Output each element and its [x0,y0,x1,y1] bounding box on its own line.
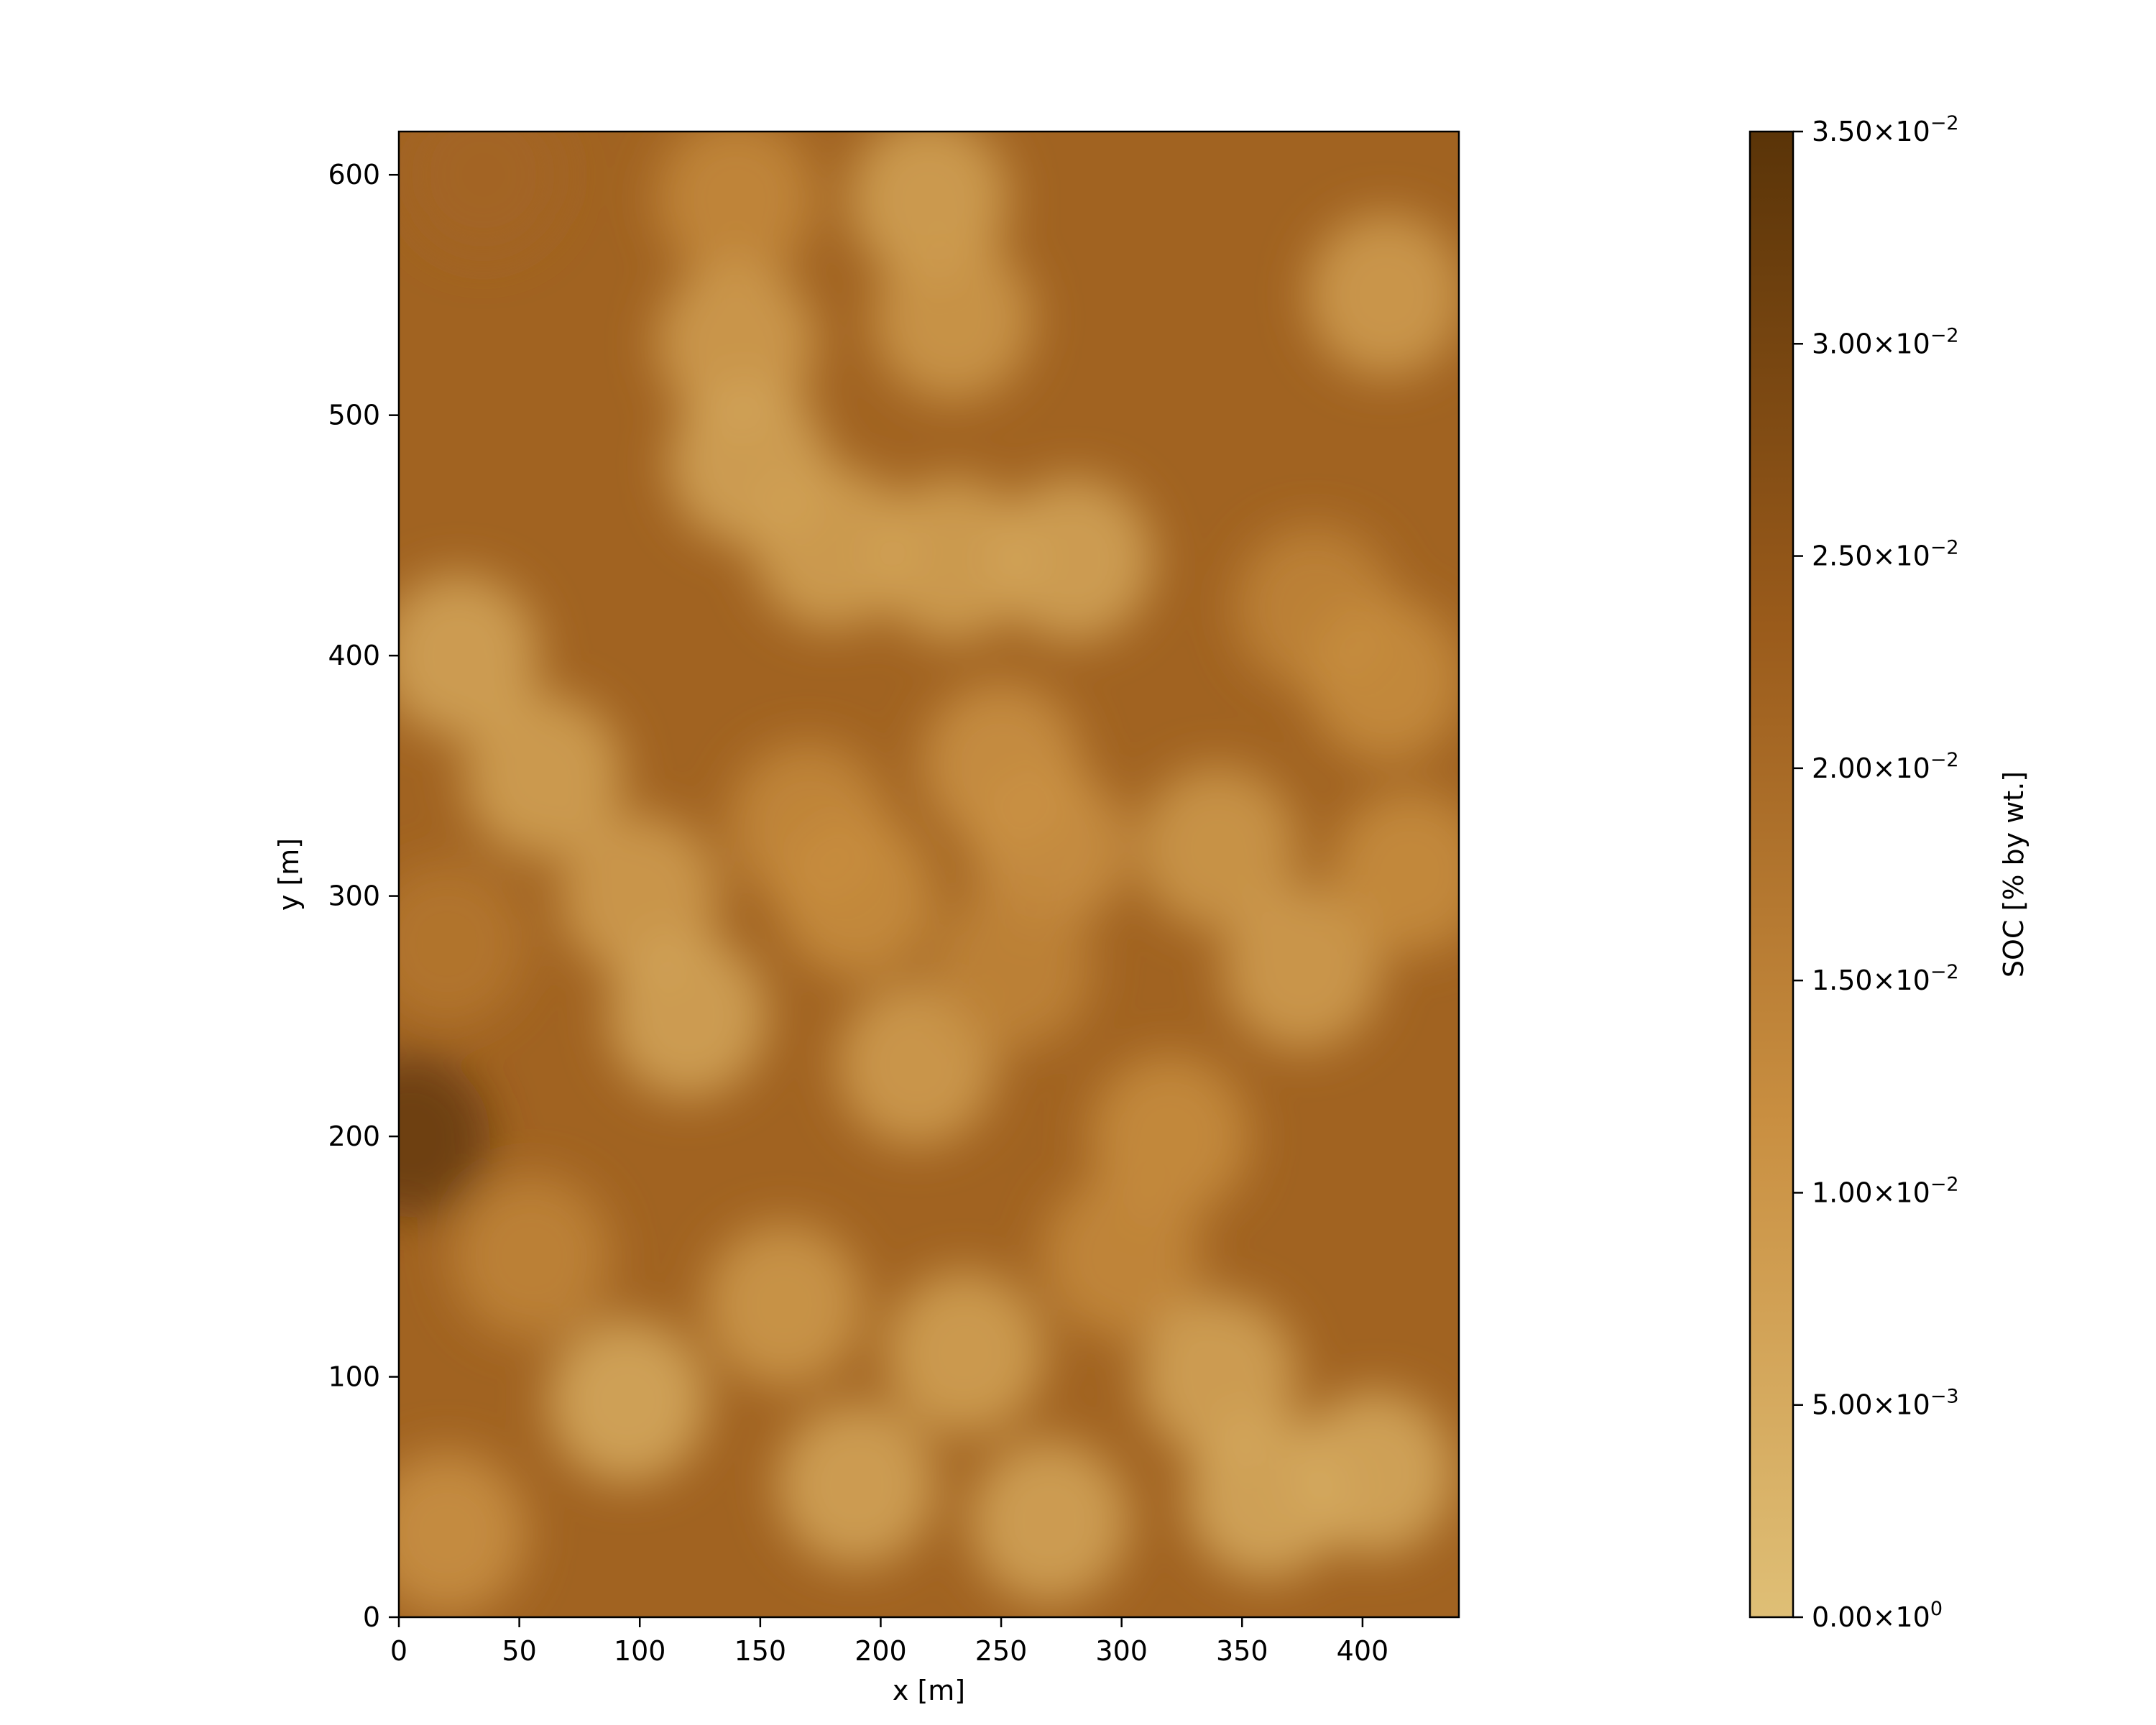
heatmap-blob-13 [464,694,623,858]
heatmap-blob-11 [1307,597,1459,762]
heatmap-blob-27 [451,1174,611,1338]
heatmap-blob-26 [1042,1174,1202,1338]
heatmap-blob-9 [1307,213,1459,377]
heatmap-blob-7 [873,477,1033,642]
y-tick-label: 400 [328,640,380,671]
colorbar-tick-label: 1.00×10−2 [1812,1173,1959,1208]
heatmap-blob-31 [885,1271,1045,1435]
heatmap-blob-8 [994,477,1153,642]
heatmap-blob-24 [934,886,1093,1050]
colorbar-tick-label: 1.50×10−2 [1812,961,1959,996]
x-tick-label: 400 [1337,1635,1389,1667]
colorbar-tick-label: 2.50×10−2 [1812,537,1959,572]
colorbar-gradient [1749,130,1795,1619]
heatmap-blob-0 [403,132,563,257]
heatmap-blob-3 [873,237,1033,401]
x-tick-label: 50 [502,1635,536,1667]
heatmap-blob-36 [399,1451,527,1615]
x-tick-label: 100 [614,1635,666,1667]
x-tick-label: 150 [734,1635,787,1667]
plot-frame [397,130,1460,1619]
x-tick-label: 200 [854,1635,907,1667]
heatmap-blob-30 [777,1403,936,1567]
heatmap-blob-15 [608,934,768,1098]
heatmap-blob-4 [656,261,816,426]
x-tick-label: 350 [1216,1635,1268,1667]
y-tick-label: 500 [328,400,380,431]
heatmap-blob-38 [399,1054,491,1218]
heatmap-field [399,132,1459,1615]
colorbar-tick-label: 3.00×10−2 [1812,324,1959,359]
y-axis-label: y [m] [273,838,305,911]
y-tick-label: 600 [328,159,380,190]
heatmap-blob-32 [969,1439,1129,1603]
x-tick-label: 300 [1095,1635,1148,1667]
colorbar-tick-label: 2.00×10−2 [1812,749,1959,784]
colorbar-tick-label: 5.00×10−3 [1812,1386,1959,1421]
x-tick-label: 0 [390,1635,407,1667]
y-axis: 0 100 200 300 400 500 600 [328,159,399,1633]
x-axis-label: x [m] [893,1675,965,1706]
y-tick-label: 200 [328,1121,380,1152]
colorbar-tick-label: 0.00×100 [1812,1598,1943,1633]
y-tick-label: 100 [328,1361,380,1393]
colorbar-ticks: 0.00×100 5.00×10−3 1.00×10−2 1.50×10−2 2.00×… [1793,112,1959,1633]
heatmap-blob-29 [704,1223,864,1386]
heatmap-blob-17 [777,814,936,978]
heatmap-blob-28 [548,1319,708,1483]
x-axis: 0 50 100 150 200 250 300 350 400 [390,1617,1388,1667]
heatmap-blob-6 [752,465,913,630]
colorbar-label: SOC [% by wt.] [1998,771,2030,978]
heatmap-blob-37 [399,862,527,1026]
heatmap-blob-35 [1295,1391,1455,1555]
heatmap-blob-1 [656,132,816,281]
heatmap-blob-21 [1222,886,1382,1050]
heatmap-plot-area [397,130,1460,1619]
heatmap-blob-12 [399,574,539,737]
heatmap-blob-20 [1138,766,1298,930]
colorbar: 0.00×100 5.00×10−3 1.00×10−2 1.50×10−2 2.00×… [1749,112,1959,1633]
y-tick-label: 0 [363,1601,380,1633]
heatmap-blob-22 [1331,790,1459,954]
x-tick-label: 250 [975,1635,1028,1667]
y-tick-label: 300 [328,880,380,912]
colorbar-tick-label: 3.50×10−2 [1812,112,1959,147]
